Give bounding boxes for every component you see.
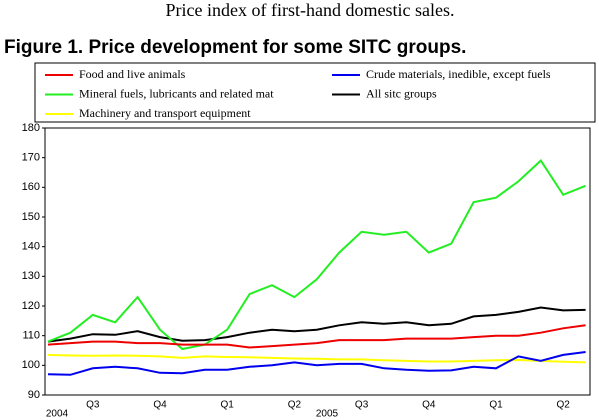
y-tick-label: 160 bbox=[22, 181, 40, 193]
y-tick-label: 130 bbox=[22, 270, 40, 282]
series-line bbox=[47, 306, 586, 343]
x-tick-label: Q3 bbox=[86, 400, 100, 411]
plot-frame bbox=[44, 127, 591, 396]
x-tick-label: Q4 bbox=[153, 400, 167, 411]
series-line bbox=[47, 324, 586, 349]
year-label: 2005 bbox=[316, 409, 339, 420]
x-tick-label: Q1 bbox=[489, 400, 503, 411]
series-line bbox=[47, 353, 586, 364]
legend-label: Food and live animals bbox=[79, 67, 186, 81]
legend-label: Machinery and transport equipment bbox=[79, 106, 251, 120]
year-label: 2004 bbox=[46, 409, 69, 420]
page-title: Price index of first-hand domestic sales… bbox=[166, 0, 455, 20]
y-tick-label: 90 bbox=[28, 389, 40, 401]
x-tick-label: Q1 bbox=[221, 400, 235, 411]
y-tick-label: 150 bbox=[22, 211, 40, 223]
y-tick-label: 170 bbox=[22, 152, 40, 164]
y-tick-label: 120 bbox=[22, 300, 40, 312]
x-tick-label: Q2 bbox=[557, 400, 571, 411]
x-tick-label: Q2 bbox=[288, 400, 302, 411]
legend-label: All sitc groups bbox=[366, 86, 437, 100]
y-tick-label: 110 bbox=[22, 330, 40, 342]
series-line bbox=[47, 351, 586, 376]
legend-label: Mineral fuels, lubricants and related ma… bbox=[79, 86, 274, 100]
x-tick-label: Q3 bbox=[355, 400, 369, 411]
y-tick-label: 140 bbox=[22, 241, 40, 253]
y-tick-label: 100 bbox=[22, 359, 40, 371]
series-line bbox=[47, 159, 586, 351]
legend-label: Crude materials, inedible, except fuels bbox=[366, 67, 551, 81]
y-tick-label: 180 bbox=[22, 122, 40, 134]
x-tick-label: Q4 bbox=[422, 400, 436, 411]
chart-title: Figure 1. Price development for some SIT… bbox=[4, 37, 466, 58]
legend bbox=[34, 62, 596, 123]
